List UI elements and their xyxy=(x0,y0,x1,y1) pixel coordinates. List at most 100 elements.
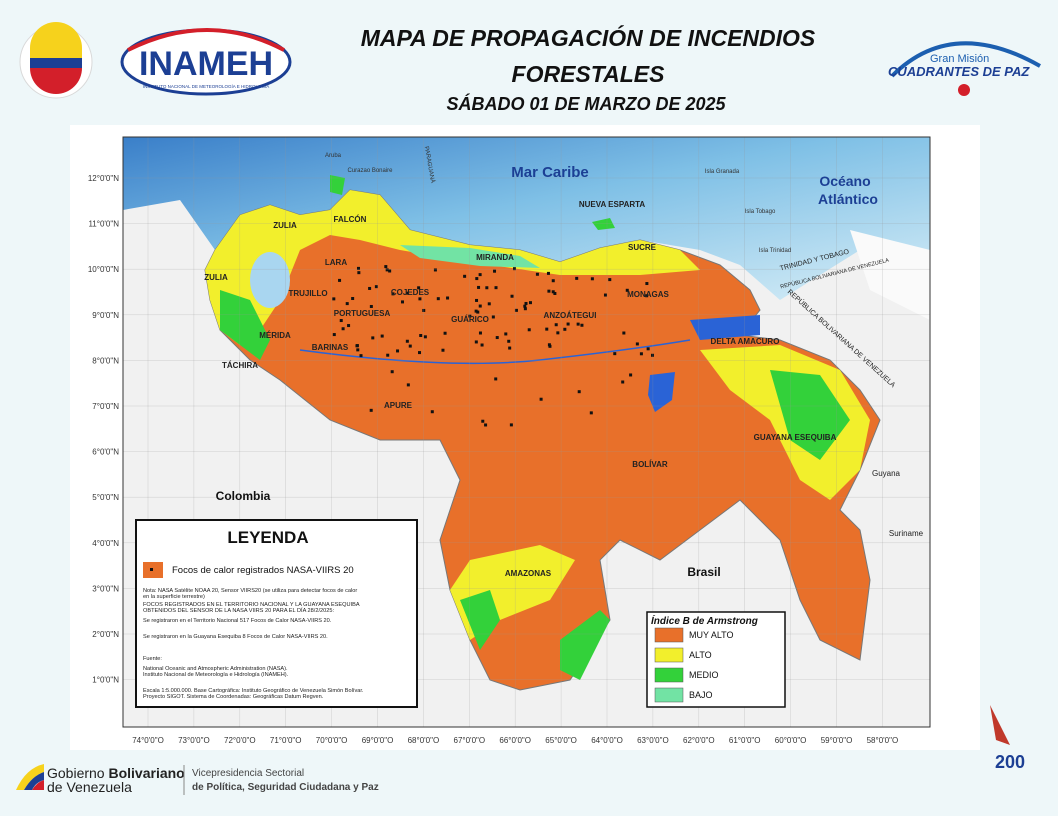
title-line: MAPA DE PROPAGACIÓN DE INCENDIOS xyxy=(361,24,816,51)
zone-medio xyxy=(560,610,610,680)
fire-dot xyxy=(332,297,336,301)
fire-dot xyxy=(390,370,394,374)
armstrong-swatch xyxy=(654,667,684,683)
lon-label: 58°0'0"O xyxy=(867,736,899,745)
fire-dot xyxy=(629,373,633,377)
fire-dot xyxy=(430,410,434,414)
lon-label: 70°0'0"O xyxy=(316,736,348,745)
state-label: ZULIA xyxy=(273,221,297,230)
fire-dot xyxy=(493,269,497,273)
fire-dot xyxy=(418,297,422,301)
island-label: Isla Tobago xyxy=(745,209,776,215)
fire-dot xyxy=(347,324,351,328)
lat-label: 2°0'0"N xyxy=(92,630,119,639)
fire-dot xyxy=(481,419,485,423)
fire-dot xyxy=(651,353,655,357)
state-label: FALCÓN xyxy=(334,215,367,224)
fire-dot xyxy=(401,300,405,304)
fire-dot xyxy=(510,294,514,298)
zone-bajo xyxy=(400,245,540,268)
armstrong-label: MUY ALTO xyxy=(689,630,734,640)
armstrong-title: Índice B de Armstrong xyxy=(651,614,758,627)
legend-dot xyxy=(150,568,153,571)
fire-dot xyxy=(539,397,543,401)
lon-label: 61°0'0"O xyxy=(729,736,761,745)
fire-dot xyxy=(563,327,567,331)
legend-note: OBTENIDOS DEL SENSOR DE LA NASA VIIRS 20… xyxy=(143,607,334,614)
lon-label: 62°0'0"O xyxy=(683,736,715,745)
lon-label: 73°0'0"O xyxy=(178,736,210,745)
fire-dot xyxy=(478,331,482,335)
fire-dot xyxy=(356,348,360,352)
state-label: GUÁRICO xyxy=(451,315,489,324)
state-label: TRUJILLO xyxy=(288,289,327,298)
fire-dot xyxy=(391,292,395,296)
coordinate-labels: 12°0'0"N 11°0'0"N 10°0'0"N 9°0'0"N 8°0'0"N 7°… xyxy=(88,174,898,745)
fire-dot xyxy=(341,327,345,331)
fire-dot xyxy=(405,339,409,343)
fire-dot xyxy=(436,297,440,301)
delta xyxy=(690,315,760,340)
fire-dot xyxy=(635,342,639,346)
country-label: Guyana xyxy=(872,469,901,478)
legend-note: FOCOS REGISTRADOS EN EL TERRITORIO NACIO… xyxy=(143,602,360,608)
fire-dot xyxy=(639,352,643,356)
fire-dot xyxy=(494,286,498,290)
fire-dot xyxy=(356,266,360,270)
legend-note: Se registraron en el Territorio Nacional… xyxy=(143,618,332,624)
legend-note: en la superficie terrestre) xyxy=(143,594,205,600)
lon-label: 72°0'0"O xyxy=(224,736,256,745)
fire-dot xyxy=(523,304,527,308)
lat-label: 10°0'0"N xyxy=(88,265,119,274)
fire-dot xyxy=(622,331,626,335)
zone-medio xyxy=(770,370,850,460)
fire-dot xyxy=(388,269,392,273)
country-label: Suriname xyxy=(889,529,924,538)
armstrong-label: BAJO xyxy=(689,690,713,700)
fire-dot xyxy=(369,304,373,308)
state-label: MIRANDA xyxy=(476,253,514,262)
fire-dot xyxy=(446,296,450,300)
fire-dot xyxy=(625,288,629,292)
vice-text: Vicepresidencia Sectorial xyxy=(192,768,304,779)
fire-dot xyxy=(339,319,343,323)
fire-dot xyxy=(495,336,499,340)
state-label: COJEDES xyxy=(391,288,430,297)
fire-dot xyxy=(418,351,422,355)
island-label: Aruba xyxy=(325,153,342,159)
gov-logo xyxy=(19,22,93,99)
sea-label: Océano xyxy=(819,173,870,189)
fire-dot xyxy=(351,297,355,301)
fire-dot xyxy=(477,285,481,289)
state-label: BOLÍVAR xyxy=(632,460,668,469)
fire-dots xyxy=(332,265,655,427)
fire-dot xyxy=(621,380,625,384)
cuadrantes-logo: Gran Misión CUADRANTES DE PAZ xyxy=(888,41,1041,96)
lon-label: 68°0'0"O xyxy=(408,736,440,745)
sea-label: Mar Caribe xyxy=(511,164,589,181)
fire-dot xyxy=(476,310,480,314)
fire-dot xyxy=(645,294,649,298)
fire-dot xyxy=(535,272,539,276)
fire-dot xyxy=(524,301,528,305)
state-label: MONAGAS xyxy=(627,290,669,299)
fire-dot xyxy=(369,408,373,412)
fire-dot xyxy=(422,308,426,312)
date: SÁBADO 01 DE MARZO DE 2025 xyxy=(446,93,726,114)
state-label: AMAZONAS xyxy=(505,569,552,578)
state-label: GUAYANA ESEQUIBA xyxy=(754,433,837,442)
legend-note: Escala 1:5.000.000. Base Cartográfica: I… xyxy=(143,688,364,694)
lon-label: 67°0'0"O xyxy=(454,736,486,745)
fire-dot xyxy=(441,348,445,352)
state-label: TÁCHIRA xyxy=(222,361,258,370)
state-label: DELTA AMACURO xyxy=(711,337,780,346)
gov-text-part: Gobierno xyxy=(47,765,108,781)
fire-dot xyxy=(332,333,336,337)
inameh-name: INAMEH xyxy=(139,45,273,83)
fire-dot xyxy=(463,274,467,278)
lat-label: 5°0'0"N xyxy=(92,493,119,502)
fire-dot xyxy=(468,314,472,318)
fire-dot xyxy=(423,335,427,339)
